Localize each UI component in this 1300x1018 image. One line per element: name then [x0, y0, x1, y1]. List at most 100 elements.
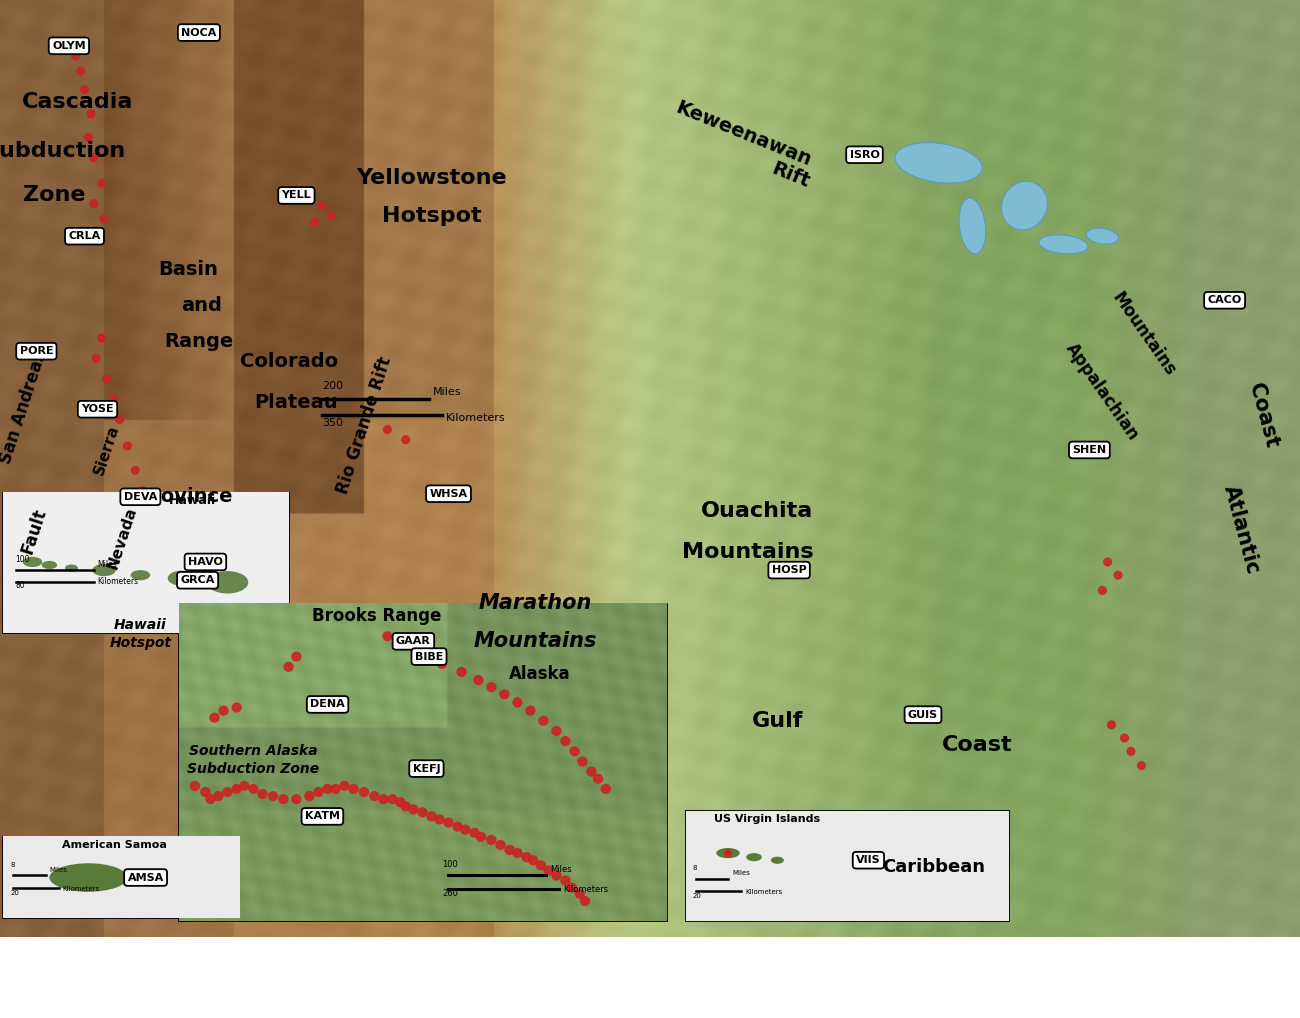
Ellipse shape	[551, 870, 562, 881]
Text: 20: 20	[693, 893, 702, 899]
Ellipse shape	[328, 211, 335, 221]
Ellipse shape	[408, 804, 419, 814]
Ellipse shape	[166, 578, 177, 586]
Ellipse shape	[1087, 228, 1118, 244]
Ellipse shape	[443, 817, 454, 828]
FancyBboxPatch shape	[179, 604, 667, 921]
Text: AMSA: AMSA	[127, 872, 164, 883]
Ellipse shape	[771, 857, 784, 863]
Ellipse shape	[313, 787, 324, 797]
Text: ISRO: ISRO	[850, 150, 879, 160]
Text: NOCA: NOCA	[181, 27, 217, 38]
Ellipse shape	[1121, 733, 1128, 743]
Ellipse shape	[434, 814, 445, 825]
Text: Rift: Rift	[768, 159, 812, 191]
Ellipse shape	[551, 726, 562, 736]
Text: Kilometers: Kilometers	[98, 577, 139, 586]
Ellipse shape	[49, 863, 127, 892]
Ellipse shape	[1097, 586, 1106, 595]
Text: Mountains: Mountains	[1109, 289, 1179, 379]
Text: 20: 20	[10, 890, 20, 896]
Ellipse shape	[317, 202, 328, 211]
Text: Subduction: Subduction	[0, 140, 126, 161]
Text: CRLA: CRLA	[69, 231, 100, 241]
Ellipse shape	[231, 702, 242, 713]
Ellipse shape	[382, 426, 393, 435]
Ellipse shape	[382, 631, 393, 641]
Text: Ouachita: Ouachita	[701, 501, 812, 521]
Text: Mountains: Mountains	[681, 542, 814, 562]
Ellipse shape	[322, 784, 333, 794]
Text: Miles: Miles	[732, 870, 750, 876]
Ellipse shape	[177, 595, 187, 603]
Text: Coast: Coast	[942, 735, 1013, 755]
Ellipse shape	[452, 822, 463, 832]
Text: Zone: Zone	[23, 185, 86, 206]
Ellipse shape	[495, 840, 506, 850]
Ellipse shape	[268, 791, 278, 801]
Text: Atlantic: Atlantic	[1219, 483, 1264, 576]
Text: BIBE: BIBE	[415, 652, 443, 662]
Ellipse shape	[83, 133, 94, 143]
Text: US Virgin Islands: US Virgin Islands	[714, 814, 820, 825]
Ellipse shape	[369, 791, 380, 801]
Text: HAVO: HAVO	[188, 557, 222, 567]
Ellipse shape	[339, 781, 350, 791]
Text: Kilometers: Kilometers	[446, 413, 506, 423]
Ellipse shape	[560, 875, 571, 886]
Text: Miles: Miles	[49, 867, 68, 873]
Text: 260: 260	[442, 889, 458, 898]
Ellipse shape	[42, 561, 57, 569]
Bar	[0, 937, 1300, 1018]
Ellipse shape	[87, 110, 96, 119]
Text: Brooks Range: Brooks Range	[312, 607, 442, 625]
Ellipse shape	[257, 789, 268, 799]
Ellipse shape	[400, 436, 411, 445]
Text: Province: Province	[136, 488, 233, 506]
Ellipse shape	[543, 865, 554, 875]
Ellipse shape	[239, 781, 250, 791]
Ellipse shape	[98, 334, 107, 342]
Ellipse shape	[359, 787, 369, 797]
Ellipse shape	[138, 486, 148, 496]
Ellipse shape	[161, 560, 172, 570]
Ellipse shape	[88, 199, 99, 209]
Ellipse shape	[92, 564, 116, 576]
Ellipse shape	[185, 611, 194, 621]
Text: Kilometers: Kilometers	[745, 889, 783, 895]
Ellipse shape	[460, 825, 471, 835]
Ellipse shape	[1102, 558, 1111, 566]
Text: YELL: YELL	[282, 190, 311, 201]
Text: Mountains: Mountains	[474, 631, 597, 652]
Ellipse shape	[746, 853, 762, 861]
Text: VIIS: VIIS	[857, 855, 880, 865]
Ellipse shape	[601, 784, 611, 794]
Text: Plateau: Plateau	[255, 393, 338, 411]
Ellipse shape	[1106, 721, 1115, 730]
Ellipse shape	[1126, 747, 1136, 755]
Text: Appalachian: Appalachian	[1062, 340, 1143, 444]
Text: 100: 100	[442, 860, 458, 869]
Ellipse shape	[577, 756, 588, 767]
Ellipse shape	[426, 811, 437, 822]
Text: DENA: DENA	[311, 699, 344, 710]
Ellipse shape	[400, 801, 411, 811]
Ellipse shape	[75, 67, 84, 76]
Text: Southern Alaska: Southern Alaska	[190, 744, 317, 758]
Ellipse shape	[222, 787, 233, 797]
Text: Cascadia: Cascadia	[22, 92, 134, 112]
Ellipse shape	[896, 143, 982, 183]
Text: KATM: KATM	[306, 811, 339, 822]
Ellipse shape	[190, 781, 200, 791]
Ellipse shape	[122, 441, 133, 450]
Ellipse shape	[205, 794, 216, 804]
FancyBboxPatch shape	[3, 493, 289, 633]
Ellipse shape	[959, 199, 985, 253]
Ellipse shape	[469, 828, 480, 838]
Text: Alaska: Alaska	[508, 665, 571, 683]
Text: Sierra: Sierra	[91, 422, 122, 477]
Ellipse shape	[283, 662, 294, 672]
Ellipse shape	[521, 852, 532, 862]
Text: KEFJ: KEFJ	[412, 764, 441, 774]
FancyBboxPatch shape	[3, 837, 239, 918]
